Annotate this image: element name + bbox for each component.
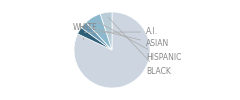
Wedge shape [100,12,112,50]
Text: WHITE: WHITE [73,24,98,40]
Text: ASIAN: ASIAN [89,28,169,48]
Wedge shape [74,12,150,88]
Wedge shape [86,14,112,50]
Wedge shape [78,28,112,50]
Wedge shape [81,22,112,50]
Text: BLACK: BLACK [108,18,171,76]
Text: HISPANIC: HISPANIC [97,21,181,62]
Text: A.I.: A.I. [85,28,158,36]
